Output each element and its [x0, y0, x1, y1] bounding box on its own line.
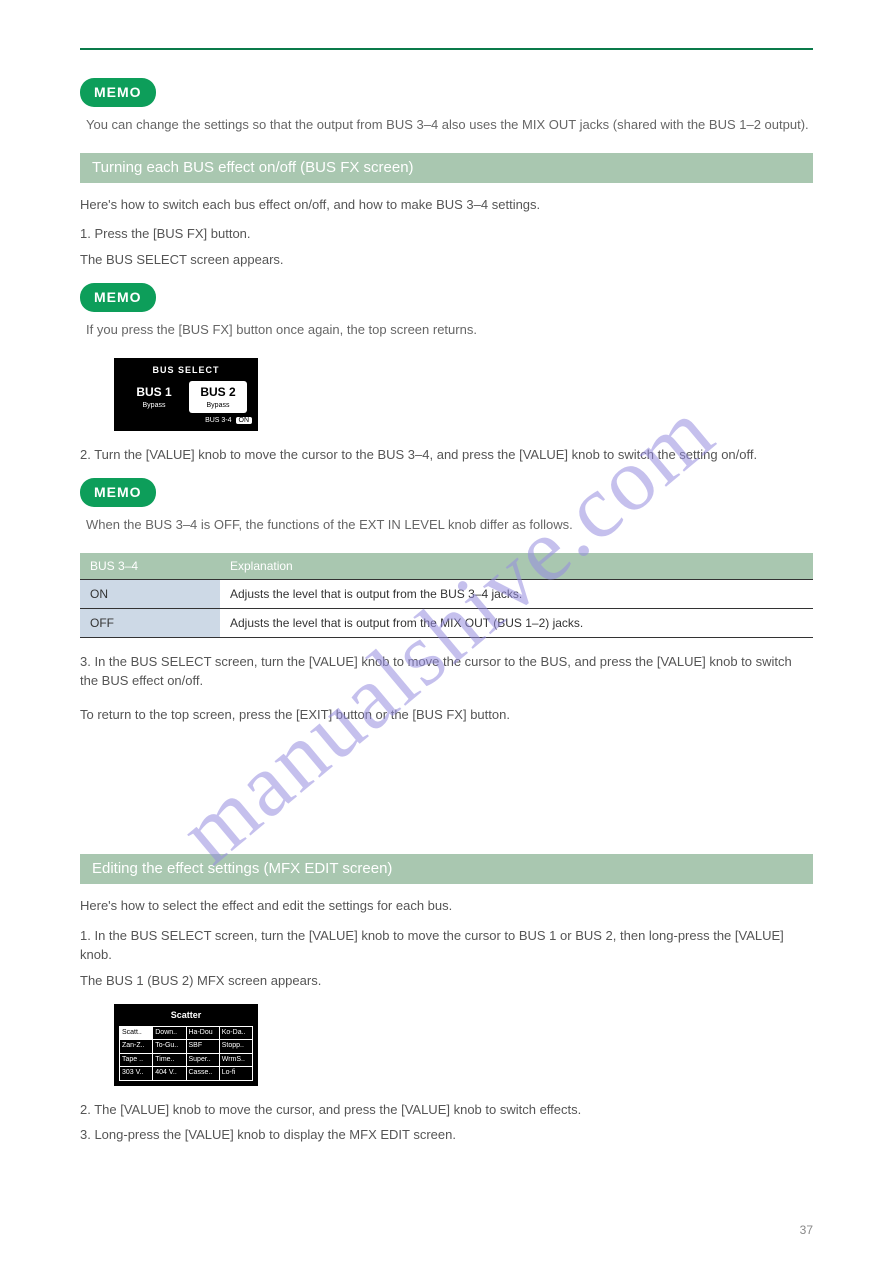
step-item: 2. Turn the [VALUE] knob to move the cur… [80, 445, 813, 465]
section-heading: Editing the effect settings (MFX EDIT sc… [80, 854, 813, 884]
lcd-bus2-label: BUS 2 [200, 383, 235, 401]
lcd-cell: Ha-Dou [186, 1026, 219, 1040]
lcd-footer: BUS 3-4 ON [120, 416, 252, 427]
step-note: The BUS SELECT screen appears. [80, 250, 813, 270]
lcd-cell: 303 V.. [120, 1067, 153, 1081]
page-content: MEMO You can change the settings so that… [0, 0, 893, 1199]
section-outro: To return to the top screen, press the [… [80, 705, 813, 725]
lcd-cell: Zan-Z.. [120, 1040, 153, 1054]
table-header: BUS 3–4 [80, 553, 220, 580]
table-cell: Adjusts the level that is output from th… [220, 579, 813, 608]
lcd-cell: Super.. [186, 1053, 219, 1067]
top-rule [80, 48, 813, 50]
lcd-cell: Casse.. [186, 1067, 219, 1081]
step-item: 1. In the BUS SELECT screen, turn the [V… [80, 926, 813, 965]
lcd-cell: Tape .. [120, 1053, 153, 1067]
memo-badge: MEMO [80, 478, 156, 507]
lcd-mfx-grid: Scatt.. Down.. Ha-Dou Ko-Da.. Zan-Z.. To… [119, 1026, 253, 1081]
lcd-bus2: BUS 2 Bypass [189, 381, 247, 413]
lcd-bus2-sub: Bypass [207, 401, 230, 412]
lcd-cell: 404 V.. [153, 1067, 186, 1081]
table-cell: Adjusts the level that is output from th… [220, 608, 813, 637]
lcd-bus1-sub: Bypass [143, 401, 166, 412]
lcd-mfx-title: Scatter [119, 1009, 253, 1023]
table-row: OFF Adjusts the level that is output fro… [80, 608, 813, 637]
section-intro: Here's how to switch each bus effect on/… [80, 195, 813, 215]
memo-body: You can change the settings so that the … [86, 115, 813, 135]
page-number: 37 [800, 1221, 813, 1239]
memo-badge: MEMO [80, 283, 156, 312]
table-header: Explanation [220, 553, 813, 580]
section-intro: Here's how to select the effect and edit… [80, 896, 813, 916]
memo-body: When the BUS 3–4 is OFF, the functions o… [86, 515, 813, 535]
lcd-bus1-label: BUS 1 [136, 383, 171, 401]
bus34-table: BUS 3–4 Explanation ON Adjusts the level… [80, 553, 813, 638]
spacer [80, 734, 813, 854]
table-cell: OFF [80, 608, 220, 637]
lcd-cell: Scatt.. [120, 1026, 153, 1040]
lcd-cell: Down.. [153, 1026, 186, 1040]
lcd-cell: WrmS.. [219, 1053, 252, 1067]
lcd-title: BUS SELECT [120, 364, 252, 378]
memo-body: If you press the [BUS FX] button once ag… [86, 320, 813, 340]
section-heading: Turning each BUS effect on/off (BUS FX s… [80, 153, 813, 183]
lcd-mfx: Scatter Scatt.. Down.. Ha-Dou Ko-Da.. Za… [114, 1004, 258, 1086]
step-item: 3. Long-press the [VALUE] knob to displa… [80, 1125, 813, 1145]
lcd-footer-state: ON [236, 417, 253, 424]
lcd-cell: Ko-Da.. [219, 1026, 252, 1040]
lcd-bus1: BUS 1 Bypass [125, 381, 183, 413]
lcd-cell: Stopp.. [219, 1040, 252, 1054]
step-item: 2. The [VALUE] knob to move the cursor, … [80, 1100, 813, 1120]
step-item: 3. In the BUS SELECT screen, turn the [V… [80, 652, 813, 691]
step-note: The BUS 1 (BUS 2) MFX screen appears. [80, 971, 813, 991]
table-row: ON Adjusts the level that is output from… [80, 579, 813, 608]
lcd-cell: Lo-fi [219, 1067, 252, 1081]
table-cell: ON [80, 579, 220, 608]
memo-badge: MEMO [80, 78, 156, 107]
lcd-bus-select: BUS SELECT BUS 1 Bypass BUS 2 Bypass BUS… [114, 358, 258, 431]
lcd-cell: SBF [186, 1040, 219, 1054]
lcd-cell: To-Gu.. [153, 1040, 186, 1054]
step-item: 1. Press the [BUS FX] button. [80, 224, 813, 244]
lcd-cell: Time.. [153, 1053, 186, 1067]
lcd-footer-label: BUS 3-4 [205, 417, 231, 424]
